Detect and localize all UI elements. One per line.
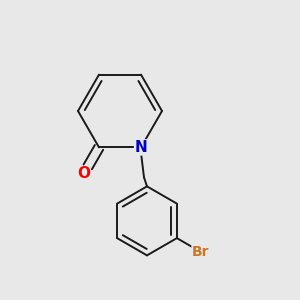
Text: N: N bbox=[135, 140, 147, 155]
Text: O: O bbox=[77, 166, 91, 181]
Text: Br: Br bbox=[192, 245, 209, 259]
